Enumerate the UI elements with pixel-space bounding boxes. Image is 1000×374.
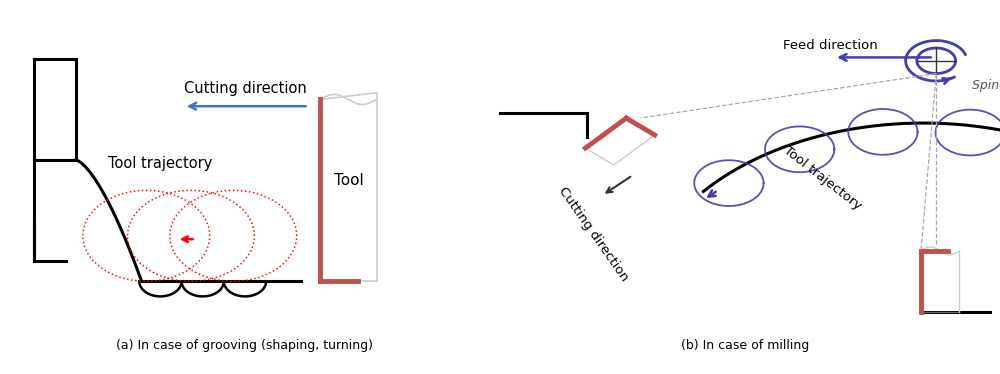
Text: Tool: Tool [334,173,363,188]
Text: Feed direction: Feed direction [783,39,878,52]
Text: (a) In case of grooving (shaping, turning): (a) In case of grooving (shaping, turnin… [116,339,374,352]
Text: Cutting direction: Cutting direction [184,81,306,96]
Text: Tool trajectory: Tool trajectory [781,144,864,213]
Text: Tool trajectory: Tool trajectory [108,156,213,171]
Text: Cutting direction: Cutting direction [556,184,631,284]
Text: Spindle rotation: Spindle rotation [972,79,1000,92]
Text: (b) In case of milling: (b) In case of milling [681,339,809,352]
